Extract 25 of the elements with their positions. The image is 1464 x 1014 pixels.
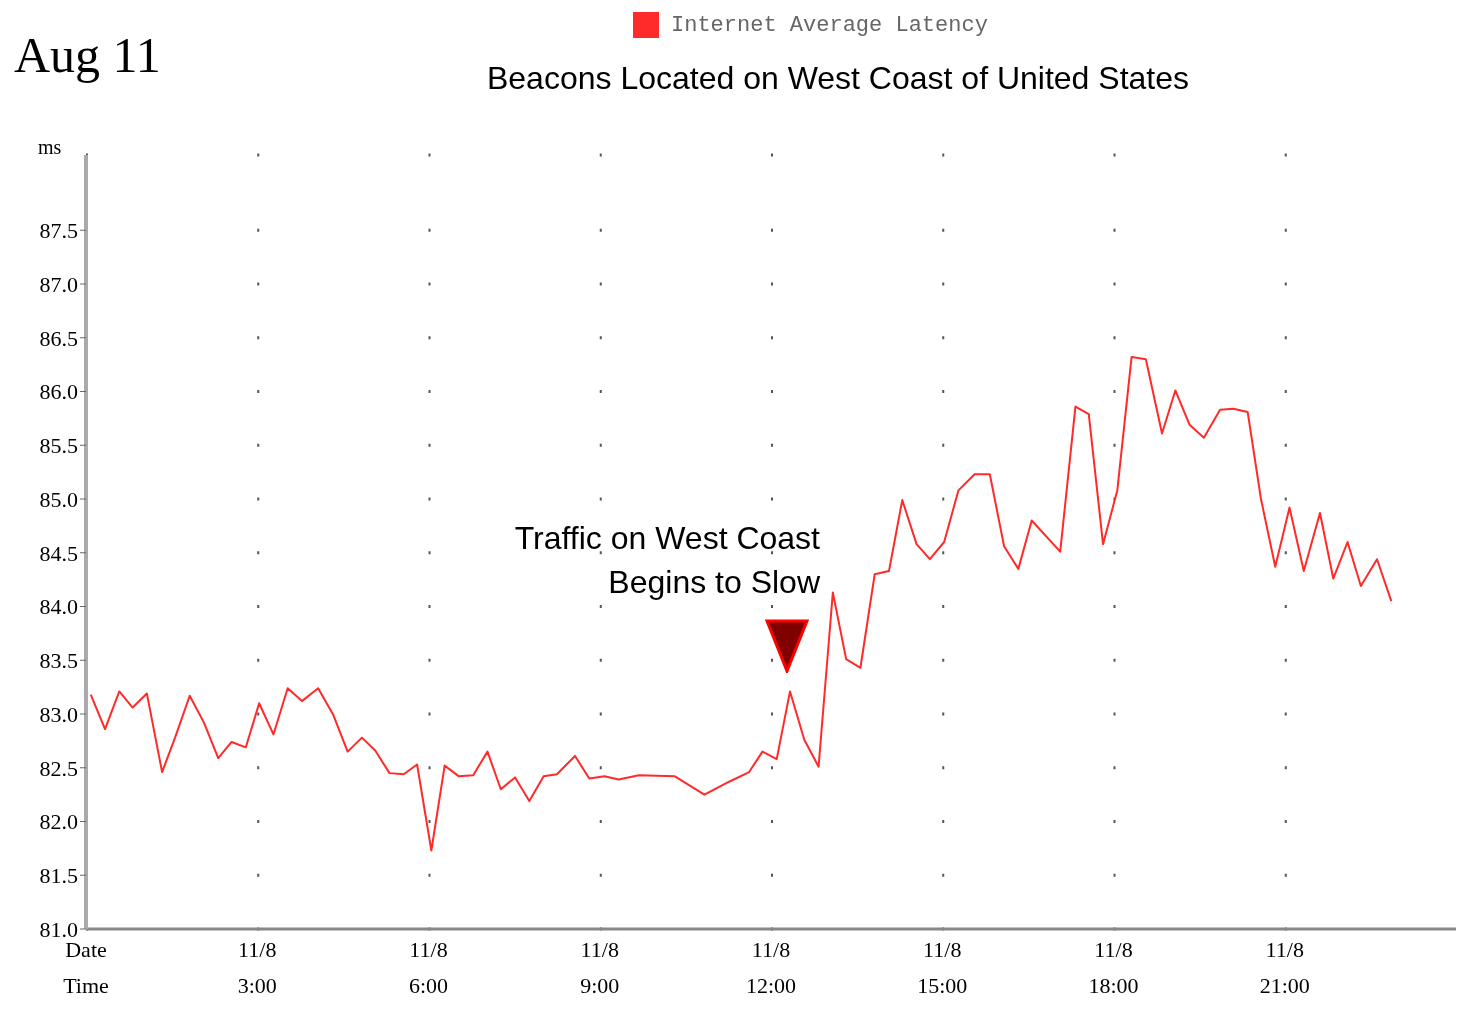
y-axis-title: ms [38,136,62,159]
y-tick-label: 82.0 [39,809,78,835]
y-tick-label: 85.5 [39,433,78,459]
x-tick-label: 11/8 12:00 [745,937,797,998]
y-tick-label: 87.0 [39,271,78,297]
x-tick-label: 11/8 15:00 [917,937,968,998]
y-tick-label: 83.5 [39,648,78,674]
x-tick-label: 11/8 9:00 [580,937,620,998]
y-tick-label: 87.5 [39,218,78,244]
y-tick-label: 84.5 [39,540,78,566]
y-tick-label: 86.0 [39,379,78,405]
legend-label: Internet Average Latency [671,12,988,38]
y-tick-label: 83.0 [39,701,78,727]
y-tick-label: 81.5 [39,863,78,889]
x-tick-label: 11/8 3:00 [237,937,277,998]
y-tick-label: 85.0 [39,486,78,512]
x-tick-label: 11/8 6:00 [408,937,449,998]
annotation: Traffic on West Coast Begins to Slow [514,519,820,602]
x-tick-label: 11/8 18:00 [1088,937,1139,998]
x-tick-label: 11/8 21:00 [1259,937,1310,998]
y-tick-label: 82.5 [39,755,78,781]
chart-title: Beacons Located on West Coast of United States [485,60,1190,97]
y-tick-label: 84.0 [39,594,78,620]
y-tick-label: 86.5 [39,325,78,351]
text: Aug 11 [14,26,161,84]
